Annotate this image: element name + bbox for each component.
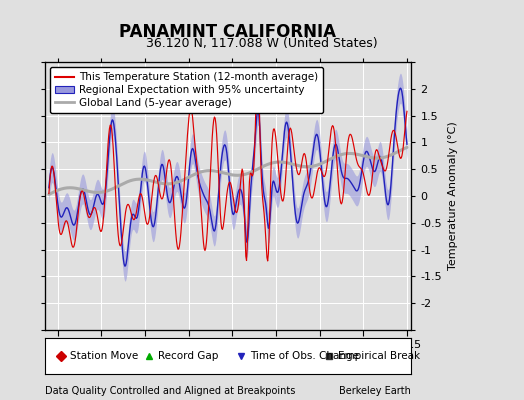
- Text: Data Quality Controlled and Aligned at Breakpoints: Data Quality Controlled and Aligned at B…: [45, 386, 295, 396]
- Title: PANAMINT CALIFORNIA: PANAMINT CALIFORNIA: [119, 23, 336, 41]
- Text: Time of Obs. Change: Time of Obs. Change: [250, 351, 359, 361]
- Text: Empirical Break: Empirical Break: [338, 351, 420, 361]
- Text: Berkeley Earth: Berkeley Earth: [340, 386, 411, 396]
- Y-axis label: Temperature Anomaly (°C): Temperature Anomaly (°C): [447, 122, 457, 270]
- Text: Station Move: Station Move: [70, 351, 138, 361]
- Text: Record Gap: Record Gap: [158, 351, 219, 361]
- Text: 36.120 N, 117.088 W (United States): 36.120 N, 117.088 W (United States): [146, 37, 378, 50]
- Legend: This Temperature Station (12-month average), Regional Expectation with 95% uncer: This Temperature Station (12-month avera…: [50, 67, 323, 113]
